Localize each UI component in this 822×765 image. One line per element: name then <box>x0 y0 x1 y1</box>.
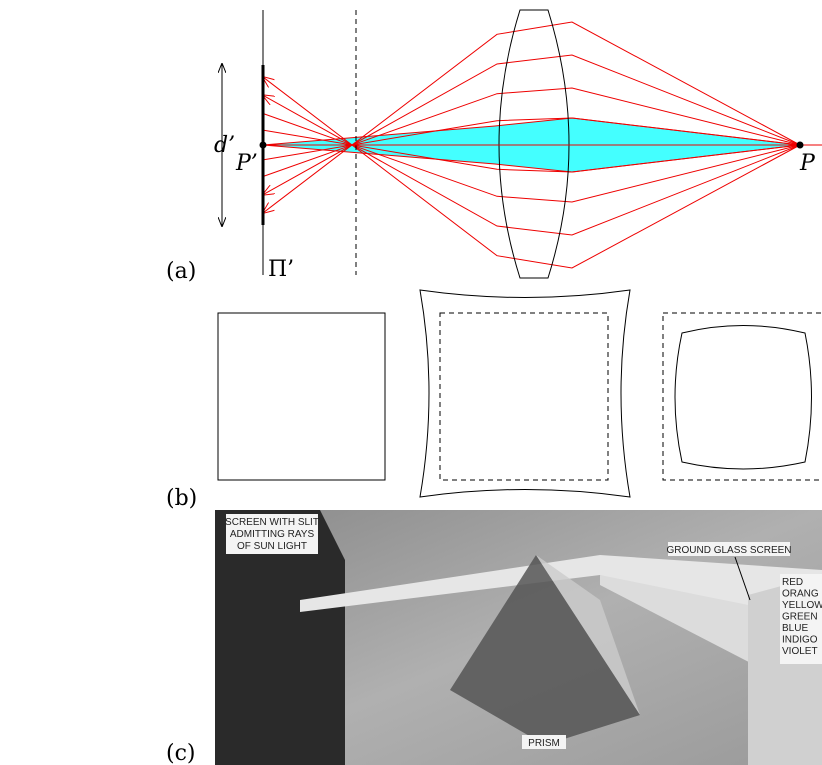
square <box>662 312 822 481</box>
panel-label: (c) <box>166 741 196 765</box>
pincushion <box>419 289 631 498</box>
ray <box>262 87 801 177</box>
square <box>439 312 609 481</box>
caption-box <box>780 574 822 664</box>
caption: GREEN <box>782 612 818 623</box>
slit-screen <box>215 510 345 765</box>
ray <box>263 54 801 195</box>
caption: BLUE <box>782 623 808 634</box>
caption: VIOLET <box>782 646 818 657</box>
caption-box <box>226 514 318 554</box>
label: P’ <box>235 151 258 176</box>
point <box>259 141 267 149</box>
caption: ORANG <box>782 589 819 600</box>
caption: OF SUN LIGHT <box>237 541 307 552</box>
label: P <box>799 151 816 176</box>
lens <box>498 9 570 279</box>
square <box>217 312 386 481</box>
lens-diagram: d’ P’ P Π’ <box>214 9 822 282</box>
caption: ADMITTING RAYS <box>230 529 315 540</box>
label: Π’ <box>268 257 294 282</box>
light-beam <box>300 555 822 640</box>
point <box>796 141 804 149</box>
caption: PRISM <box>528 738 560 749</box>
barrel <box>674 325 812 470</box>
pointer <box>734 556 751 601</box>
caption: INDIGO <box>782 635 818 646</box>
ray <box>263 95 801 236</box>
caption: RED <box>782 577 803 588</box>
ray <box>263 77 801 269</box>
prism-photo: SCREEN WITH SLIT ADMITTING RAYS OF SUN L… <box>215 510 822 765</box>
ray <box>263 21 801 213</box>
caption: GROUND GLASS SCREEN <box>666 545 791 556</box>
caption-box <box>668 542 790 556</box>
panel-label: (a) <box>166 259 196 284</box>
label: d’ <box>214 133 235 158</box>
ray <box>262 113 801 203</box>
ray <box>262 129 801 173</box>
prism <box>450 555 640 745</box>
panel-label: (b) <box>166 486 197 511</box>
distortion <box>217 289 822 498</box>
caption: YELLOW <box>782 600 822 611</box>
ray <box>262 117 801 161</box>
caption: SCREEN WITH SLIT <box>225 517 319 528</box>
prism-face <box>536 555 640 715</box>
caption-box <box>522 735 566 749</box>
